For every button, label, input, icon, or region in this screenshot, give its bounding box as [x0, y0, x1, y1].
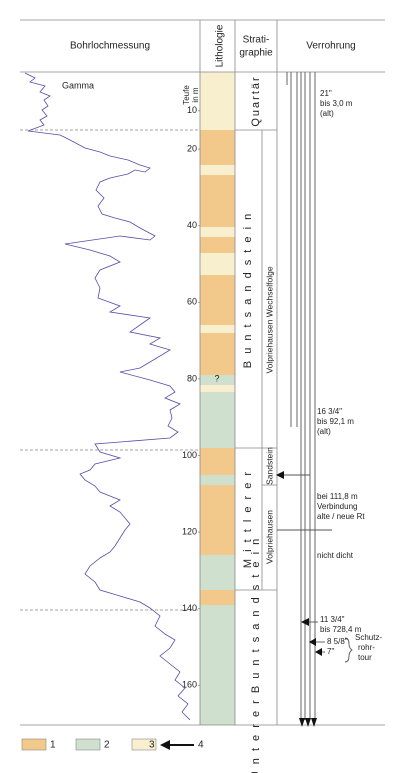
- strat-volpriehausen: Volpriehausen: [264, 510, 274, 564]
- casing-note: (alt): [320, 109, 334, 118]
- casing-note: alte / neue Rt: [317, 512, 365, 521]
- question-mark: ?: [214, 373, 219, 383]
- casing-note: Schutz-: [355, 633, 382, 642]
- lithology-column: [200, 72, 235, 725]
- legend-label: 2: [104, 740, 110, 751]
- casing-note: Verbindung: [317, 502, 357, 511]
- casing-note: (alt): [317, 427, 331, 436]
- casing-note: 21": [320, 89, 332, 98]
- casing-note: bis 3,0 m: [320, 99, 353, 108]
- legend-label: 4: [198, 740, 204, 751]
- frame: [20, 19, 385, 726]
- header-casing: Verrohrung: [306, 41, 355, 52]
- casing-note: tour: [358, 653, 372, 662]
- casing-pipes: [277, 72, 353, 720]
- depth-tick-label: 20: [187, 143, 197, 153]
- casing-note: bei 111,8 m: [317, 492, 358, 501]
- depth-tick-label: 80: [187, 373, 197, 383]
- casing-arrows: [276, 471, 322, 727]
- legend-label: 3: [149, 740, 155, 751]
- depth-tick-label: 160: [182, 680, 197, 690]
- casing-note: 11 3/4": [320, 615, 345, 624]
- header-stratigraphy: Strati-: [243, 35, 270, 46]
- strat-buntsandstein: B u n t s a n d s t e i n: [242, 212, 254, 368]
- casing-note: rohr-: [358, 643, 375, 652]
- header-stratigraphy: graphie: [239, 48, 273, 59]
- casing-note: 7": [327, 647, 334, 656]
- gamma-curve: [24, 72, 191, 721]
- casing-note: bis 728,4 m: [320, 625, 362, 634]
- depth-tick-label: 100: [182, 450, 197, 460]
- casing-note: bis 92,1 m: [317, 417, 354, 426]
- strat-unterer: U n t e r e r B u n t s a n d s t e i n: [250, 537, 262, 773]
- casing-note: 8 5/8": [327, 637, 348, 646]
- gamma-label: Gamma: [62, 80, 94, 90]
- strat-mittlerer: M i t t l e r e r: [242, 470, 254, 568]
- strat-wechselfolge: Volpriehausen Wechselfolge: [264, 266, 274, 373]
- header-lithology: Lithologie: [215, 24, 226, 67]
- legend: [21, 738, 194, 751]
- strat-sandstein: Sandstein: [264, 447, 274, 485]
- depth-label: in m: [191, 87, 200, 102]
- depth-tick-label: 40: [187, 220, 197, 230]
- depth-label: Teufe: [182, 85, 191, 105]
- depth-ticks: 10 20 40 60 80 100 120 140 160: [182, 105, 200, 690]
- depth-tick-label: 120: [182, 526, 197, 536]
- depth-tick-label: 60: [187, 297, 197, 307]
- casing-note: nicht dicht: [317, 551, 354, 560]
- legend-label: 1: [50, 740, 56, 751]
- depth-tick-label: 140: [182, 603, 197, 613]
- depth-tick-label: 10: [187, 105, 197, 115]
- strat-quaternary: Quartär: [250, 75, 262, 126]
- header-measurement: Bohrlochmessung: [70, 41, 150, 52]
- casing-note: 16 3/4": [317, 407, 342, 416]
